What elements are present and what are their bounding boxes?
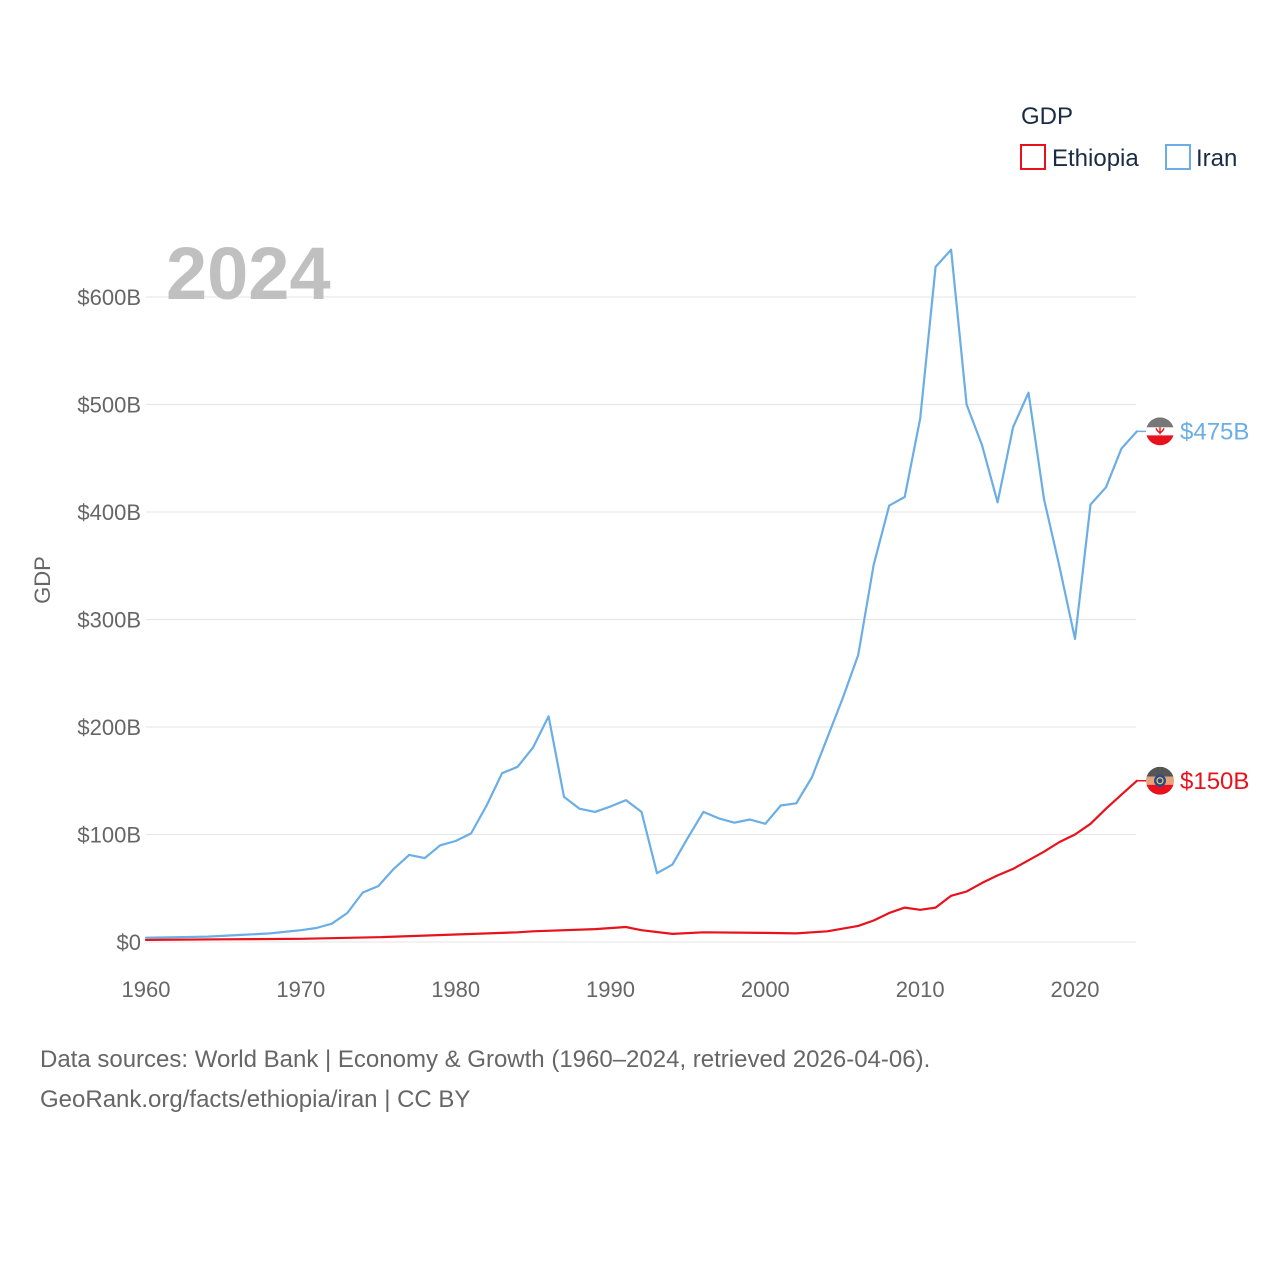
attribution-link[interactable]: GeoRank.org/facts/ethiopia/iran | CC BY — [40, 1086, 471, 1113]
gdp-line-chart: $0 $100B $200B $300B $400B $500B $600B 1960 197… — [30, 103, 1249, 1002]
legend-item-iran[interactable]: Iran — [1165, 144, 1237, 172]
data-sources-text: Data sources: World Bank | Economy & Gro… — [40, 1046, 931, 1073]
x-tick-label: 2010 — [896, 977, 945, 1002]
series-line-ethiopia[interactable] — [144, 779, 1138, 941]
legend-label-iran: Iran — [1196, 145, 1237, 172]
y-tick-label: $200B — [77, 715, 141, 740]
y-axis-title: GDP — [30, 556, 55, 604]
y-tick-label: $0 — [117, 930, 141, 955]
legend: GDP Ethiopia Iran — [1020, 103, 1237, 172]
x-tick-label: 1960 — [122, 977, 171, 1002]
y-tick-label: $500B — [77, 393, 141, 418]
end-markers: $150B $475B — [1136, 417, 1249, 795]
x-axis-ticks: 1960 1970 1980 1990 2000 2010 2020 — [122, 977, 1100, 1002]
x-tick-label: 1970 — [276, 977, 325, 1002]
end-value-label-ethiopia: $150B — [1180, 768, 1249, 795]
gridlines — [146, 296, 1136, 943]
legend-title: GDP — [1021, 103, 1073, 130]
x-tick-label: 1980 — [431, 977, 480, 1002]
x-tick-label: 2000 — [741, 977, 790, 1002]
legend-swatch-ethiopia — [1020, 144, 1046, 170]
end-value-label-iran: $475B — [1180, 418, 1249, 445]
y-tick-label: $300B — [77, 608, 141, 633]
y-tick-label: $100B — [77, 823, 141, 848]
y-axis-ticks: $0 $100B $200B $300B $400B $500B $600B — [77, 285, 141, 955]
legend-swatch-iran — [1165, 144, 1191, 170]
iran-flag-icon — [1146, 417, 1174, 446]
x-tick-label: 1990 — [586, 977, 635, 1002]
legend-item-ethiopia[interactable]: Ethiopia — [1020, 144, 1139, 172]
legend-label-ethiopia: Ethiopia — [1052, 145, 1139, 172]
series-lines — [144, 248, 1138, 941]
y-tick-label: $600B — [77, 285, 141, 310]
x-tick-label: 2020 — [1051, 977, 1100, 1002]
year-watermark: 2024 — [166, 232, 331, 315]
footer: Data sources: World Bank | Economy & Gro… — [40, 1040, 1240, 1120]
ethiopia-flag-icon — [1146, 766, 1174, 795]
y-tick-label: $400B — [77, 500, 141, 525]
series-line-iran[interactable] — [144, 248, 1138, 939]
